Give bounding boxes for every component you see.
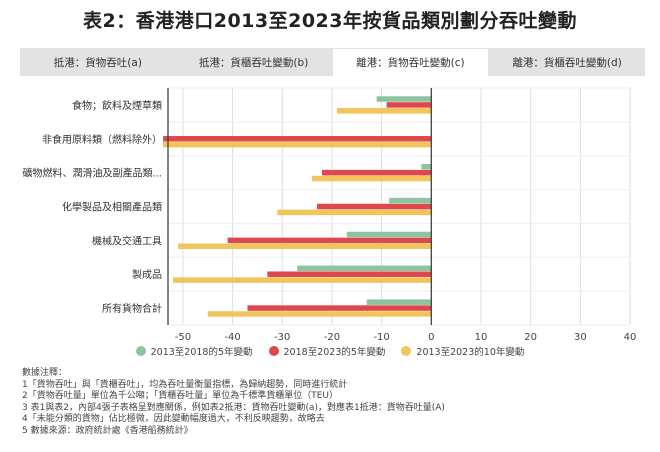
chart-legend: 2013至2018的5年變動 2018至2023的5年變動 2013至2023的…: [0, 343, 660, 359]
notes-title: 數據注釋：: [22, 368, 68, 378]
data-notes: 數據注釋： 1「貨物吞吐」與「貨櫃吞吐」，均為吞吐量衡量指標，為歸納趨勢，同時進…: [22, 368, 642, 438]
x-tick-label: -40: [224, 332, 240, 340]
x-tick-label: -50: [175, 332, 191, 340]
x-tick-label: 0: [428, 332, 434, 340]
bar-1: [297, 265, 432, 272]
legend-item-5yr-2013-2018: 2013至2018的5年變動: [135, 344, 253, 358]
legend-label: 2013至2023的10年變動: [416, 347, 525, 358]
bar-2: [322, 169, 432, 176]
x-tick-label: 10: [475, 332, 488, 340]
tab-arrival-cargo[interactable]: 抵港：貨物吞吐(a): [53, 56, 142, 69]
bar-1: [366, 299, 432, 305]
bar-3: [177, 243, 432, 250]
bar-3: [277, 209, 432, 216]
bar-3: [172, 277, 432, 283]
category-label: 食物；飲料及煙草類: [72, 99, 162, 112]
category-label: 所有貨物合計: [102, 302, 162, 315]
tab-bar: 抵港：貨物吞吐(a) 抵港：貨櫃吞吐變動(b) 離港：貨物吞吐變動(c) 離港：…: [20, 48, 645, 76]
bar-3: [163, 141, 432, 148]
bar-1: [421, 163, 432, 170]
bar-2: [227, 237, 432, 244]
x-tick-label: 40: [624, 332, 637, 340]
bar-2: [267, 271, 432, 277]
tab-departure-container[interactable]: 離港：貨櫃吞吐變動(d): [512, 56, 622, 69]
legend-swatch: [135, 346, 146, 356]
category-label: 機械及交通工具: [92, 234, 162, 247]
page-title: 表2：香港港口2013至2023年按貨品類別劃分吞吐變動: [83, 10, 577, 32]
legend-item-10yr-2013-2023: 2013至2023的10年變動: [401, 344, 524, 358]
legend-swatch: [268, 346, 279, 356]
bar-chart: -50 -40 -30 -20 -10 0 10 20 30 40 食物；飲料及煙草類非食用原料類（…: [22, 87, 637, 340]
bar-1: [376, 96, 432, 102]
category-label: 礦物燃料、潤滑油及副產品類...: [22, 167, 162, 180]
category-label: 化學製品及相關產品類: [62, 201, 162, 214]
x-tick-label: 30: [574, 332, 587, 340]
bar-1: [389, 197, 432, 204]
category-label: 製成品: [132, 268, 162, 281]
legend-swatch: [401, 346, 412, 356]
note-item: 2「貨物吞吐量」單位為千公噸；「貨櫃吞吐量」單位為千標準貨櫃單位（TEU）: [22, 391, 338, 402]
legend-label: 2013至2018的5年變動: [150, 347, 253, 358]
note-item: 1「貨物吞吐」與「貨櫃吞吐」，均為吞吐量衡量指標，為歸納趨勢，同時進行統計: [22, 379, 348, 390]
bar-3: [207, 311, 432, 317]
category-label: 非食用原料類（燃料除外）: [42, 133, 162, 146]
x-tick-label: -30: [274, 332, 290, 340]
note-item: 5 數據來源：政府統計處《香港船務統計》: [22, 425, 193, 436]
x-tick-label: 20: [524, 332, 537, 340]
tab-departure-cargo[interactable]: 離港：貨物吞吐變動(c): [331, 48, 490, 76]
bar-2: [247, 305, 432, 311]
x-tick-label: -10: [373, 332, 389, 340]
bar-2: [317, 203, 432, 210]
note-item: 3 表1與表2，內部4張子表格呈對應關係，例如表2抵港：貨物吞吐變動(a)，對應…: [22, 402, 445, 413]
note-item: 4「未能分類的貨物」佔比極微，因此變動幅度過大，不利反映趨勢，故略去: [22, 414, 325, 425]
bar-3: [336, 108, 432, 114]
tab-arrival-container[interactable]: 抵港：貨櫃吞吐變動(b): [198, 56, 309, 69]
bar-2: [386, 102, 432, 108]
bar-1: [346, 231, 432, 238]
bar-3: [312, 175, 432, 182]
legend-label: 2018至2023的5年變動: [283, 347, 386, 358]
bar-2: [163, 136, 432, 142]
legend-item-5yr-2018-2023: 2018至2023的5年變動: [268, 344, 386, 358]
x-tick-label: -20: [324, 332, 340, 340]
